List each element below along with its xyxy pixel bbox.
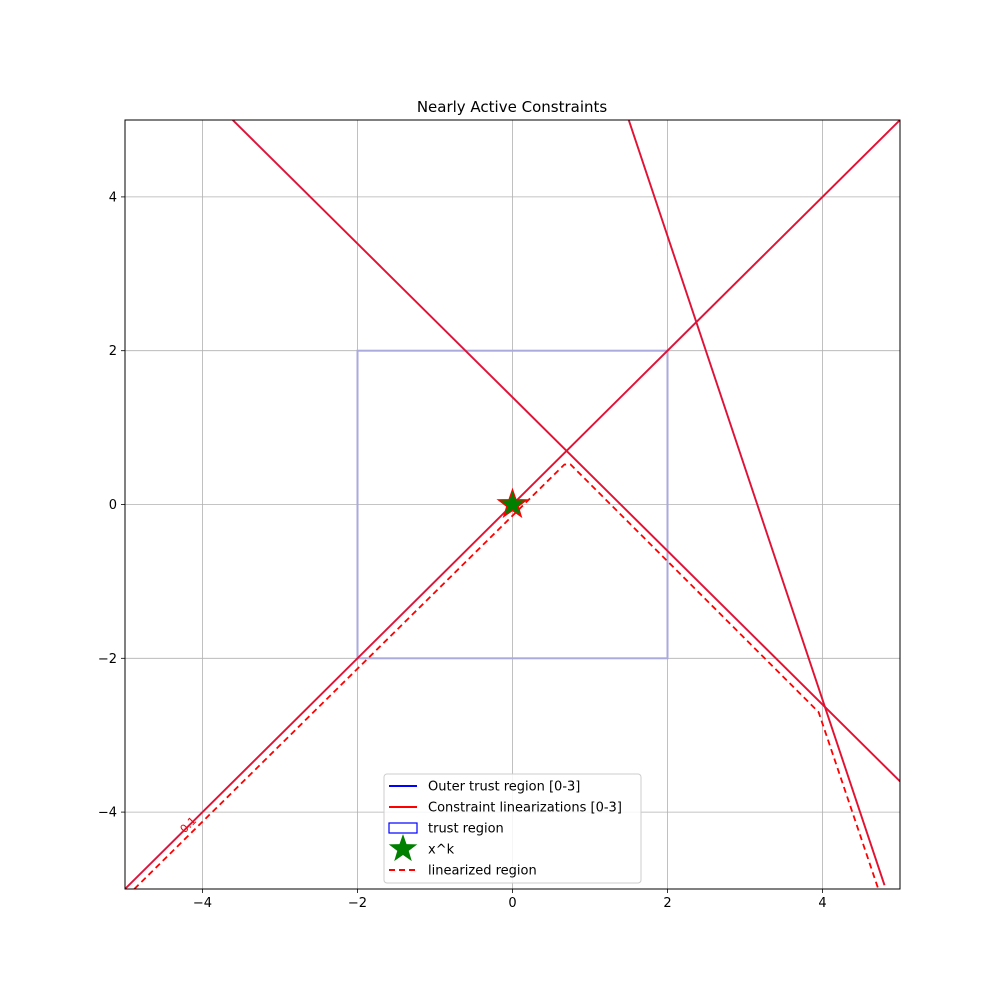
plot-area: 0.1 (125, 120, 900, 889)
x-tick-label: −2 (348, 896, 367, 911)
y-tick-label: −4 (98, 806, 117, 821)
y-tick-label: 0 (109, 498, 117, 513)
legend: Outer trust region [0-3] Constraint linea… (383, 773, 642, 884)
linearized-region-boundary (133, 463, 880, 889)
xk-point-star (496, 487, 529, 519)
legend-label-1: Constraint linearizations [0-3] (428, 801, 622, 816)
legend-swatch-3 (388, 834, 418, 862)
legend-label-2: trust region (428, 822, 504, 837)
legend-label-0: Outer trust region [0-3] (428, 780, 580, 795)
x-tick-label: −4 (193, 896, 212, 911)
x-tick-label: 0 (508, 896, 516, 911)
trust-region-box (356, 349, 669, 660)
legend-label-4: linearized region (428, 864, 537, 879)
x-tick-label: 2 (663, 896, 671, 911)
constraint-line-1 (232, 120, 900, 782)
y-tick-label: −2 (98, 652, 117, 667)
chart-title: Nearly Active Constraints (417, 98, 608, 116)
x-tick-label: 4 (818, 896, 826, 911)
legend-box (383, 773, 642, 884)
legend-label-3: x^k (428, 843, 455, 858)
y-tick-label: 2 (109, 344, 117, 359)
axis-ticks: −4 −2 0 2 4 −4 −2 0 2 4 (98, 190, 827, 911)
legend-swatch-2 (388, 822, 418, 834)
constraint-line-2 (627, 120, 886, 886)
y-tick-label: 4 (109, 190, 117, 205)
